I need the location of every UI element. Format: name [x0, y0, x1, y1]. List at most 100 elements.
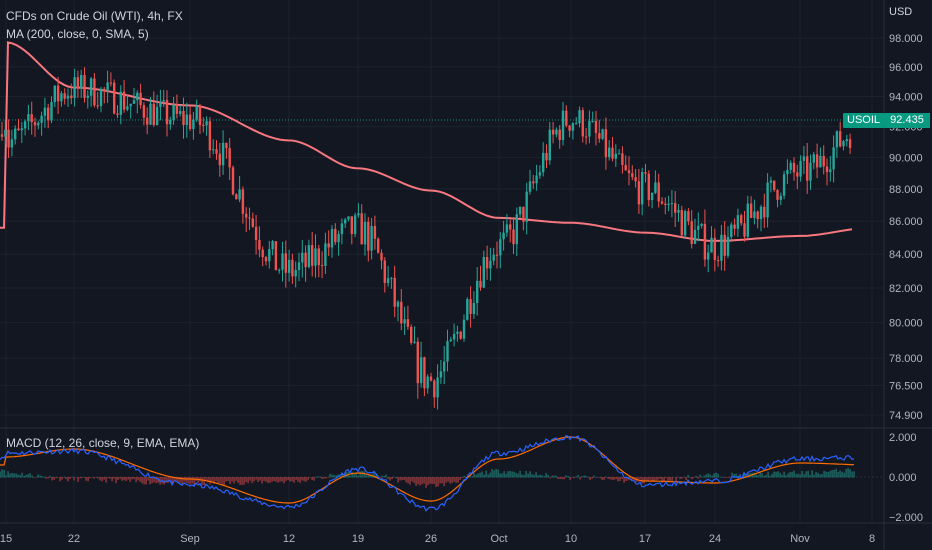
candle-body [129, 103, 132, 107]
candle-body [535, 175, 538, 184]
macd-histogram-bar [29, 473, 31, 478]
macd-histogram-bar [205, 477, 207, 482]
macd-histogram-bar [663, 477, 665, 482]
macd-histogram-bar [317, 476, 319, 478]
macd-histogram-bar [153, 477, 155, 483]
macd-histogram-bar [679, 477, 681, 480]
candle-body [753, 211, 756, 218]
candle-body [281, 253, 284, 270]
macd-histogram-bar [581, 476, 583, 478]
macd-histogram-bar [265, 477, 267, 482]
x-tick-label: 15 [0, 533, 12, 545]
macd-histogram-bar [227, 477, 229, 481]
x-tick-label: 22 [68, 533, 80, 545]
macd-histogram-bar [499, 473, 501, 478]
last-price-badge: 92.435 [884, 113, 930, 128]
macd-histogram-bar [349, 475, 351, 478]
candle-body [426, 376, 429, 389]
macd-indicator-label[interactable]: MACD (12, 26, close, 9, EMA, EMA) [6, 436, 200, 450]
macd-histogram-bar [489, 472, 491, 478]
candle-body [241, 189, 245, 214]
macd-histogram-bar [569, 477, 571, 480]
macd-histogram-bar [393, 476, 395, 478]
macd-histogram-bar [333, 474, 335, 478]
macd-histogram-bar [259, 477, 261, 481]
candle-body [70, 95, 73, 98]
candle-body [400, 301, 403, 324]
candle-body [743, 223, 746, 237]
candle-body [357, 213, 360, 216]
x-tick-label: Sep [180, 533, 200, 545]
candle-body [466, 299, 469, 320]
candle-body [654, 182, 657, 193]
macd-histogram-bar [285, 477, 287, 481]
macd-histogram-bar [589, 477, 591, 481]
macd-histogram-bar [675, 477, 677, 482]
macd-histogram-bar [427, 477, 429, 486]
macd-histogram-bar [507, 471, 509, 478]
candle-body [561, 110, 565, 140]
macd-histogram-bar [481, 471, 483, 478]
y-tick-label: 80.000 [889, 318, 923, 330]
macd-histogram-bar [545, 473, 547, 478]
candle-body [601, 129, 604, 139]
macd-histogram-bar [185, 477, 187, 483]
macd-histogram-bar [387, 477, 389, 479]
macd-histogram-bar [513, 471, 515, 478]
macd-histogram-bar [261, 477, 263, 484]
candle-body [56, 85, 60, 102]
macd-histogram-bar [299, 477, 301, 483]
candle-body [14, 128, 17, 140]
candle-body [674, 203, 677, 213]
macd-signal-line [0, 436, 855, 504]
candle-body [53, 85, 56, 103]
x-tick-label: 26 [425, 533, 437, 545]
macd-histogram-bar [281, 477, 283, 482]
macd-histogram-bar [493, 470, 495, 478]
macd-histogram-bar [457, 477, 459, 483]
candle-body [165, 100, 169, 125]
candle-body [713, 237, 716, 261]
macd-histogram-bar [397, 477, 399, 483]
candle-body [792, 162, 796, 173]
macd-histogram-bar [789, 472, 791, 478]
macd-histogram-bar [21, 472, 23, 478]
macd-histogram-bar [483, 474, 485, 478]
macd-histogram-bar [683, 476, 685, 478]
candle-body [89, 78, 93, 96]
x-tick-label: 12 [283, 533, 295, 545]
macd-histogram-bar [59, 477, 61, 482]
macd-histogram-bar [771, 473, 773, 478]
macd-histogram-bar [461, 477, 463, 478]
macd-histogram-bar [595, 477, 597, 478]
candle-body [152, 103, 155, 125]
candle-body [136, 92, 139, 101]
candle-body [578, 110, 581, 124]
candle-body [301, 252, 304, 263]
candle-body [235, 194, 238, 200]
candle-body [565, 110, 568, 126]
macd-histogram-bar [785, 475, 787, 478]
macd-histogram-bar [551, 475, 553, 478]
macd-histogram-bar [661, 477, 663, 483]
candle-body [459, 331, 462, 339]
macd-histogram-bar [811, 470, 813, 478]
macd-histogram-bar [591, 477, 593, 479]
y-tick-label: 82.000 [889, 283, 923, 295]
macd-histogram-bar [321, 477, 323, 480]
candle-body [449, 339, 452, 342]
candle-body [499, 239, 502, 256]
candle-body [608, 147, 611, 158]
macd-histogram-bar [341, 472, 343, 478]
candle-body [690, 221, 693, 244]
ma-indicator-label[interactable]: MA (200, close, 0, SMA, 5) [6, 27, 149, 41]
candle-body [198, 106, 202, 125]
candle-body [297, 262, 301, 271]
candle-body [169, 120, 172, 125]
macd-histogram-bar [775, 471, 777, 478]
macd-histogram-bar [825, 471, 827, 478]
macd-histogram-bar [853, 471, 855, 478]
macd-histogram-bar [395, 477, 397, 479]
macd-histogram-bar [623, 477, 625, 483]
